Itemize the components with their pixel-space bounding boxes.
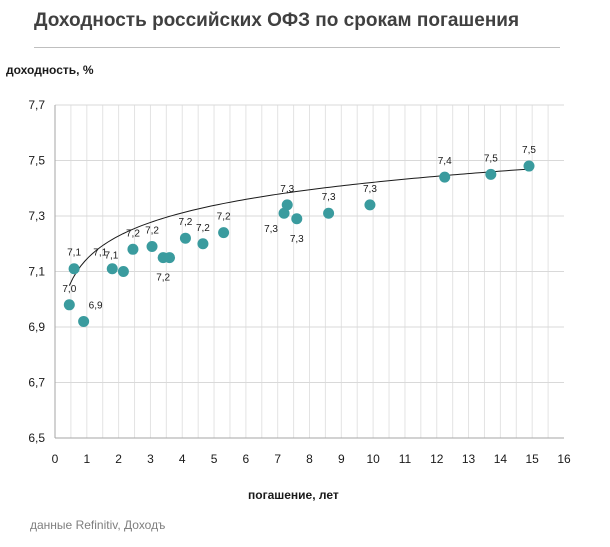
data-point [78,315,90,327]
x-tick-label: 3 [147,452,154,466]
data-point [364,199,376,211]
x-tick-label: 11 [399,452,412,466]
x-tick-label: 5 [211,452,218,466]
data-label: 7,2 [126,228,140,239]
data-point [439,171,451,183]
data-label: 7,2 [178,217,192,228]
data-label: 7,4 [438,156,452,167]
data-labels: 7,07,16,97,17,17,2 7,27,27,27,27,27,37,37… [62,145,536,311]
x-tick-label: 1 [83,452,90,466]
data-label: 7,1 [104,251,118,262]
data-label: 7,2 [217,212,231,223]
axes [54,105,564,439]
x-tick-label: 16 [557,452,571,466]
data-point [63,299,75,311]
data-label: 7,5 [484,153,498,164]
x-tick-label: 0 [52,452,59,466]
y-tick-label: 7,7 [28,98,45,112]
tick-labels: 0 1 2 3 4 5 6 7 8 9 10 11 12 13 14 15 166,56,76,97,17,37… [28,98,571,466]
grid-lines [55,104,564,438]
data-label: 7,3 [363,184,377,195]
x-tick-label: 14 [494,452,508,466]
data-point [323,207,335,219]
data-point [127,243,139,255]
data-point [485,168,497,180]
y-axis-label: доходность, % [6,63,94,77]
title-divider [34,47,560,48]
data-point [523,160,535,172]
data-points [63,160,535,327]
x-tick-label: 15 [526,452,540,466]
x-tick-label: 10 [366,452,380,466]
data-point [218,227,230,239]
x-tick-label: 8 [306,452,313,466]
data-label: 7,3 [290,234,304,245]
data-label: 7,2 [156,273,170,284]
x-tick-label: 12 [430,452,444,466]
y-tick-label: 7,5 [28,154,45,168]
data-point [68,263,80,275]
x-tick-label: 9 [338,452,345,466]
trendline-curve [68,168,530,286]
x-tick-label: 2 [115,452,122,466]
data-point [117,266,129,277]
chart-title: Доходность российских ОФЗ по срокам пога… [34,10,520,31]
x-tick-label: 4 [179,452,186,466]
data-point [146,241,158,253]
data-label: 7,3 [322,192,336,203]
x-tick-label: 7 [274,452,281,466]
x-tick-label: 6 [243,452,250,466]
y-tick-label: 6,5 [28,431,45,445]
x-tick-label: 13 [462,452,476,466]
y-tick-label: 7,1 [28,265,45,279]
data-label: 7,3 [264,224,278,235]
data-label: 7,3 [280,184,294,195]
data-label: 6,9 [89,300,103,311]
source-note: данные Refinitiv, Доходъ [30,518,166,532]
trendline [68,168,530,286]
y-tick-label: 6,7 [28,376,45,390]
data-label: 7,2 [196,223,210,234]
data-point [278,207,290,219]
data-point [281,199,293,211]
data-point [164,252,176,264]
y-tick-label: 7,3 [28,209,45,223]
data-label: 7,0 [62,284,76,295]
data-label: 7,1 [67,248,81,259]
data-point [106,263,118,275]
x-axis-label: погашение, лет [248,488,339,502]
data-label: 7,5 [522,145,536,156]
data-point [197,238,209,250]
y-tick-label: 6,9 [28,320,45,334]
data-label: 7,2 [145,226,159,237]
data-point [179,232,191,244]
data-label: 7,1 [93,248,107,259]
data-point [291,213,303,225]
